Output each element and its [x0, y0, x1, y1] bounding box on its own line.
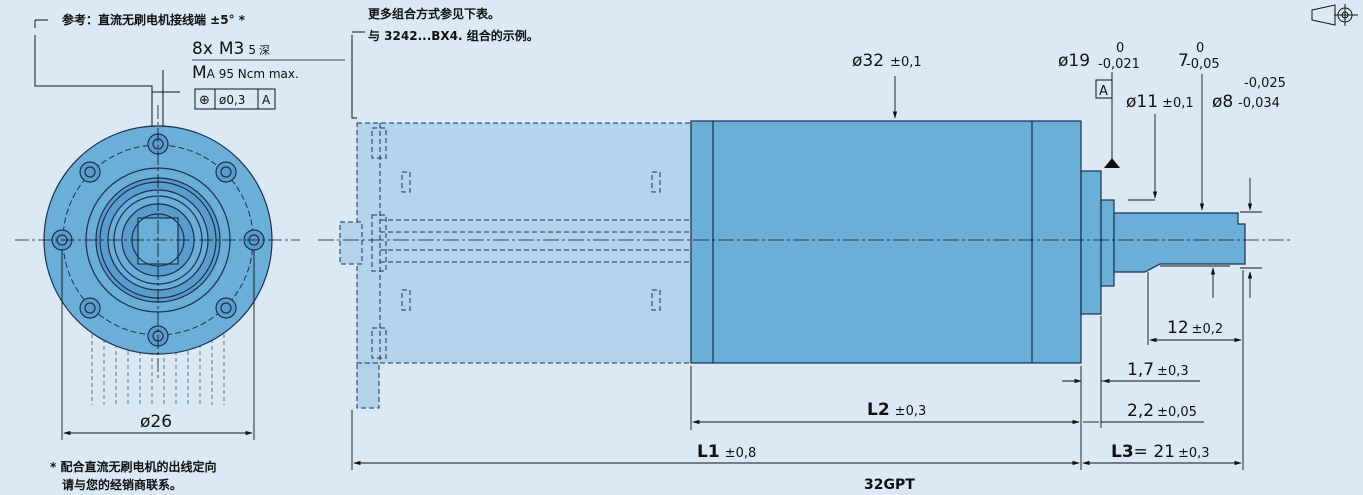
shaft-tol-upper: -0,025 — [1244, 76, 1286, 91]
pilot-tol-upper: 0 — [1116, 41, 1124, 56]
tolerance-value: ø0,3 — [219, 93, 245, 107]
flat-label: 7 — [1178, 51, 1189, 71]
front-centerlines — [15, 105, 300, 380]
more-note-1: 更多组合方式参见下表。 — [368, 6, 500, 21]
tolerance-datum: A — [262, 93, 271, 107]
shaft-tol-lower: -0,034 — [1238, 96, 1280, 111]
shaft-dia-label: ø8 — [1212, 92, 1233, 112]
len-1-7-label: 1,7 ±0,3 — [1127, 360, 1189, 380]
ghost-motor — [339, 122, 692, 409]
reference-title: 参考：直流无刷电机接线端 ±5° * — [62, 12, 246, 27]
pilot-dia-label: ø19 — [1058, 51, 1090, 71]
projection-symbol-icon — [1311, 4, 1358, 26]
footnote-line-1: * 配合直流无刷电机的出线定向 — [50, 459, 216, 474]
footnote-line-2: 请与您的经销商联系。 — [62, 477, 182, 492]
torque-note: MA 95 Ncm max. — [192, 63, 299, 83]
datum-a-label: A — [1099, 84, 1108, 99]
l2-label: L2 ±0,3 — [867, 400, 926, 420]
flat-tol-lower: -0,05 — [1186, 57, 1220, 72]
datum-triangle — [1104, 158, 1120, 168]
len-2-2-label: 2,2 ±0,05 — [1127, 401, 1197, 421]
flat-tol-upper: 0 — [1196, 41, 1204, 56]
product-name: 32GPT — [864, 477, 915, 493]
body-dia-label: ø32 ±0,1 — [852, 51, 922, 71]
thread-count: 8x M3 5 深 — [192, 39, 270, 59]
tolerance-frame — [194, 88, 276, 110]
l3-label: L3= 21 ±0,3 — [1111, 442, 1210, 462]
position-symbol-icon: ⊕ — [199, 93, 210, 108]
more-note-2: 与 3242...BX4. 组合的示例。 — [368, 28, 539, 43]
shaft-step-label: ø11 ±0,1 — [1126, 92, 1194, 112]
l1-label: L1 ±0,8 — [697, 442, 756, 462]
gearbox-body — [690, 120, 1246, 364]
pilot-tol-lower: -0,021 — [1098, 57, 1140, 72]
len-12-label: 12 ±0,2 — [1167, 318, 1223, 338]
cable-bundle — [91, 320, 225, 405]
flange-dia-label: ø26 — [140, 412, 172, 432]
